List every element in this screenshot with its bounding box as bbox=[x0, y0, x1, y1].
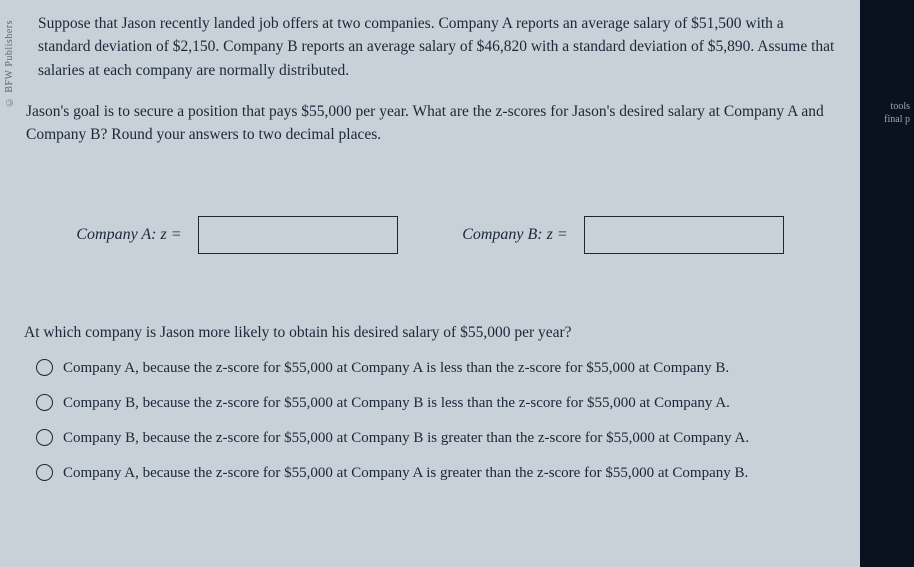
mc-question: At which company is Jason more likely to… bbox=[24, 324, 836, 342]
mc-option-3[interactable]: Company A, because the z-score for $55,0… bbox=[36, 463, 836, 484]
publisher-label: © BFW Publishers bbox=[4, 20, 15, 107]
answer-row: Company A: z = Company B: z = bbox=[24, 216, 836, 254]
zscore-question: Jason's goal is to secure a position tha… bbox=[26, 100, 836, 147]
radio-icon bbox=[36, 394, 53, 411]
mc-option-text: Company B, because the z-score for $55,0… bbox=[63, 393, 730, 414]
mc-option-text: Company A, because the z-score for $55,0… bbox=[63, 463, 748, 484]
right-background: tools final p bbox=[860, 0, 914, 567]
company-b-label: Company B: z = bbox=[462, 226, 567, 244]
radio-icon bbox=[36, 464, 53, 481]
mc-option-1[interactable]: Company B, because the z-score for $55,0… bbox=[36, 393, 836, 414]
company-a-label: Company A: z = bbox=[76, 226, 181, 244]
mc-options-list: Company A, because the z-score for $55,0… bbox=[36, 358, 836, 484]
radio-icon bbox=[36, 429, 53, 446]
company-a-group: Company A: z = bbox=[76, 216, 397, 254]
mc-option-2[interactable]: Company B, because the z-score for $55,0… bbox=[36, 428, 836, 449]
company-b-input[interactable] bbox=[584, 216, 784, 254]
right-hint-text: tools final p bbox=[884, 100, 910, 126]
mc-option-0[interactable]: Company A, because the z-score for $55,0… bbox=[36, 358, 836, 379]
mc-option-text: Company B, because the z-score for $55,0… bbox=[63, 428, 749, 449]
mc-option-text: Company A, because the z-score for $55,0… bbox=[63, 358, 729, 379]
problem-statement: Suppose that Jason recently landed job o… bbox=[38, 12, 836, 82]
company-a-input[interactable] bbox=[198, 216, 398, 254]
company-b-group: Company B: z = bbox=[462, 216, 783, 254]
radio-icon bbox=[36, 359, 53, 376]
worksheet-page: © BFW Publishers Suppose that Jason rece… bbox=[0, 0, 860, 567]
